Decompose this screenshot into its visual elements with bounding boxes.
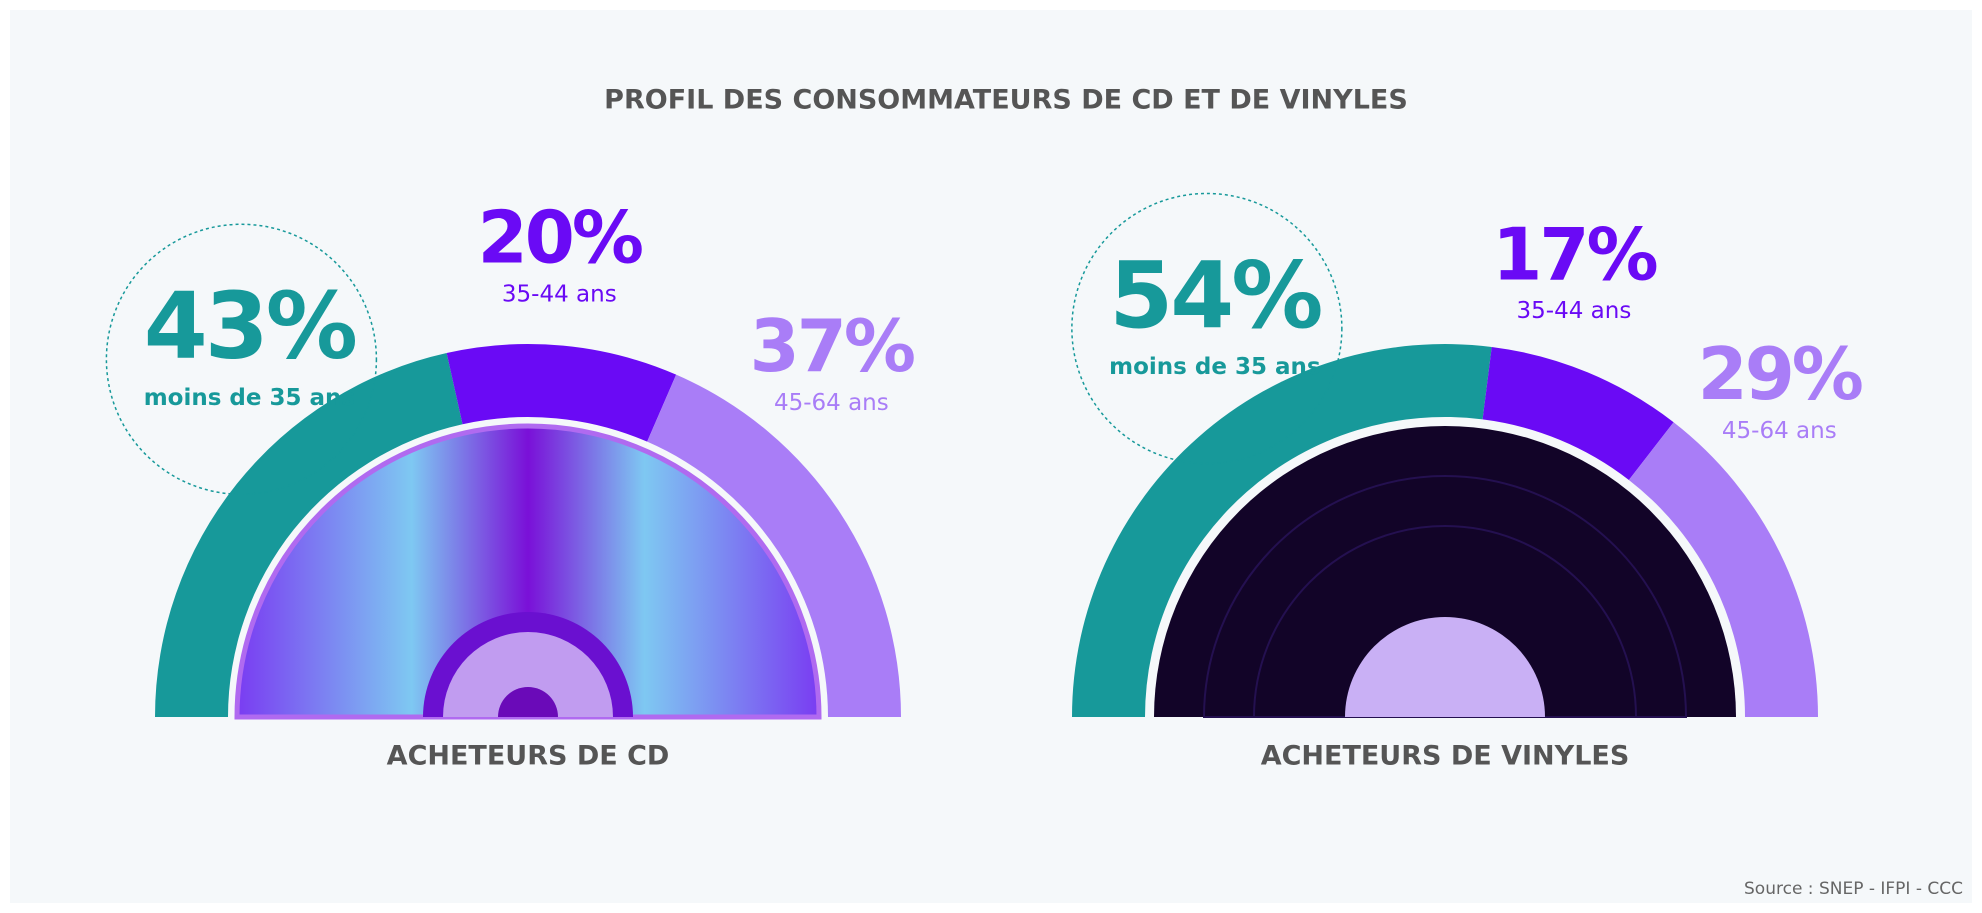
label-ring — [1071, 192, 1343, 465]
category-label: 45-64 ans — [774, 390, 889, 416]
category-label: 45-64 ans — [1722, 418, 1837, 444]
value-label: 37% — [750, 304, 914, 388]
category-label: 35-44 ans — [1517, 298, 1632, 324]
category-label: moins de 35 ans — [144, 385, 355, 411]
value-label: 20% — [478, 196, 642, 280]
segment — [155, 352, 463, 717]
label-ring — [105, 223, 378, 496]
segment — [1482, 346, 1674, 480]
source: Source : SNEP - IFPI - CCC — [1744, 879, 1963, 899]
category-label: 35-44 ans — [502, 281, 617, 307]
segment — [647, 374, 901, 717]
value-label: 43% — [144, 273, 356, 380]
segment — [446, 344, 677, 442]
category-label: moins de 35 ans — [1109, 354, 1320, 380]
value-label: 29% — [1698, 332, 1862, 416]
vinyl-disc — [1154, 426, 1736, 718]
page-title: PROFIL DES CONSOMMATEURS DE CD ET DE VIN… — [604, 85, 1408, 116]
chart-title: ACHETEURS DE VINYLES — [1261, 741, 1630, 772]
cd-disc — [234, 423, 822, 720]
chart-title: ACHETEURS DE CD — [387, 741, 670, 772]
value-label: 54% — [1109, 242, 1321, 349]
segment — [1072, 344, 1492, 717]
segment — [1628, 422, 1819, 717]
value-label: 17% — [1492, 212, 1656, 296]
